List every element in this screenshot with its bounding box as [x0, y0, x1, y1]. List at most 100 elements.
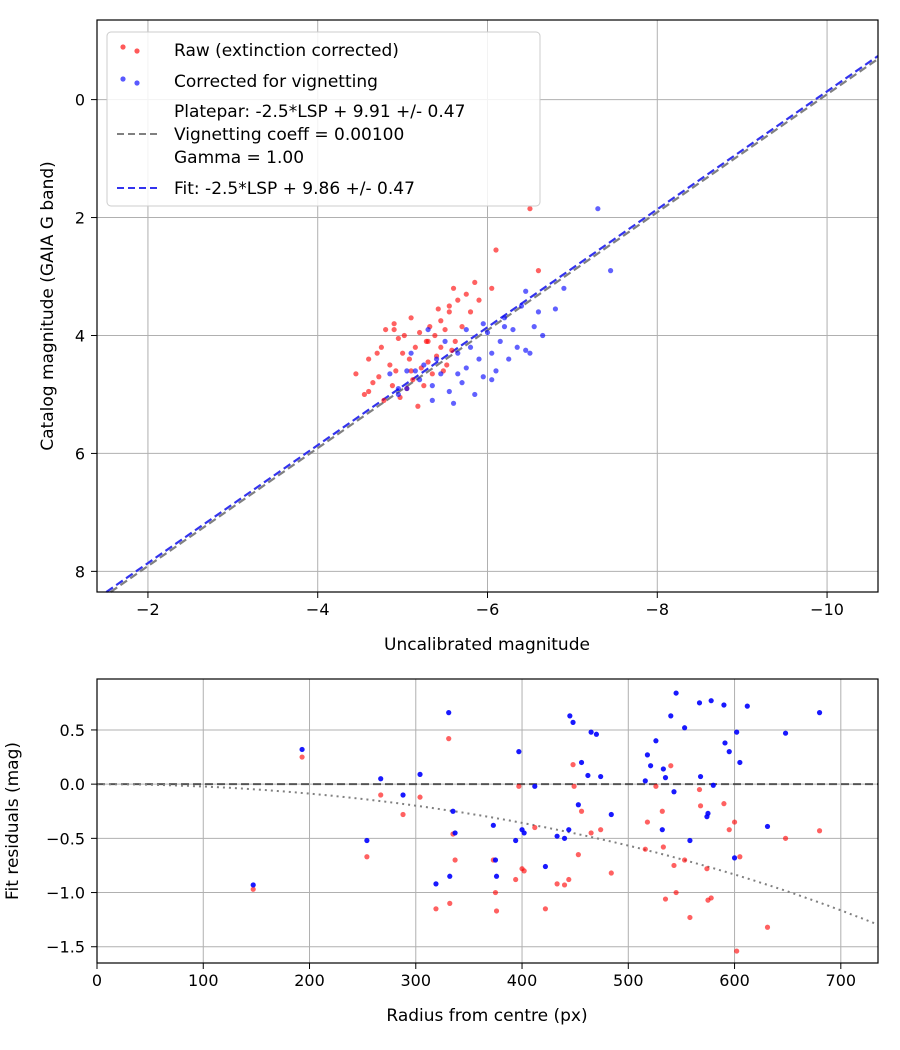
corrected-residual-point: [417, 771, 423, 777]
raw-residual-point: [726, 827, 732, 833]
corrected-residual-point: [299, 746, 305, 753]
corrected-residual-point: [642, 778, 648, 784]
corrected-residual-point: [705, 810, 711, 817]
raw-point: [425, 359, 431, 365]
y-tick-label: −0.5: [46, 829, 85, 848]
y-tick-label: 6: [75, 444, 85, 463]
corrected-residual-point: [734, 729, 740, 735]
x-tick-label: 200: [294, 971, 325, 990]
raw-point: [432, 332, 438, 339]
raw-point: [444, 362, 450, 368]
corrected-point: [497, 338, 503, 344]
raw-point: [446, 303, 452, 309]
raw-residual-point: [578, 808, 585, 814]
corrected-point: [501, 324, 508, 330]
corrected-point: [607, 268, 614, 274]
corrected-point: [489, 377, 495, 383]
corrected-point: [416, 377, 423, 383]
corrected-residual-point: [668, 713, 674, 719]
raw-residual-point: [734, 948, 740, 954]
raw-residual-point: [682, 857, 688, 863]
corrected-residual-point: [588, 729, 594, 735]
corrected-residual-point: [644, 752, 651, 758]
corrected-point: [446, 388, 452, 395]
y-tick-label: 0.0: [60, 775, 85, 794]
corrected-point: [455, 371, 461, 377]
x-tick-label: 700: [826, 971, 857, 990]
raw-residual-point: [673, 889, 679, 896]
corrected-point: [501, 315, 508, 321]
corrected-point: [404, 368, 410, 374]
raw-point: [416, 329, 423, 336]
raw-residual-point: [668, 763, 674, 769]
raw-point: [370, 380, 376, 386]
corrected-residual-point: [737, 759, 743, 766]
raw-point: [429, 371, 435, 377]
raw-point: [452, 338, 458, 344]
top-fit-lines: [105, 55, 879, 593]
raw-point: [421, 383, 427, 389]
corrected-point: [463, 365, 469, 371]
raw-point: [527, 206, 533, 212]
corrected-point: [518, 303, 525, 309]
x-tick-label: −8: [645, 600, 669, 619]
raw-point: [401, 332, 407, 339]
corrected-residual-point: [660, 766, 666, 772]
raw-residual-point: [731, 819, 738, 825]
corrected-point: [395, 391, 401, 398]
corrected-point: [450, 400, 457, 406]
corrected-residual-point: [744, 703, 750, 709]
raw-residual-point: [417, 794, 423, 800]
raw-residual-point: [299, 754, 305, 760]
x-tick-label: 300: [401, 971, 432, 990]
raw-point: [438, 318, 444, 324]
raw-point: [393, 368, 399, 374]
corrected-residual-point: [653, 738, 659, 744]
corrected-point: [531, 324, 537, 330]
top-scatter-points: [353, 206, 614, 409]
corrected-residual-point: [585, 772, 591, 779]
raw-residual-point: [378, 792, 384, 798]
corrected-point: [395, 385, 401, 392]
y-tick-label: −1.0: [46, 884, 85, 903]
corrected-residual-point: [450, 808, 456, 814]
corrected-residual-point: [364, 837, 370, 844]
vignetting-curve: [96, 783, 879, 926]
corrected-residual-point: [659, 827, 665, 833]
raw-residual-point: [642, 846, 648, 852]
raw-residual-point: [659, 808, 665, 814]
raw-point: [389, 383, 396, 389]
corrected-point: [480, 321, 486, 327]
raw-point: [378, 344, 384, 350]
x-tick-label: 600: [719, 971, 750, 990]
raw-residual-point: [816, 828, 823, 834]
raw-residual-point: [662, 896, 669, 902]
raw-residual-point: [516, 783, 522, 789]
raw-point: [535, 268, 542, 274]
raw-residual-point: [571, 783, 577, 789]
raw-point: [395, 335, 401, 342]
corrected-residual-point: [764, 823, 771, 830]
corrected-point: [527, 350, 533, 356]
corrected-point: [514, 344, 520, 350]
raw-residual-point: [513, 876, 519, 883]
raw-residual-point: [704, 866, 710, 872]
corrected-residual-point: [554, 833, 560, 839]
legend-corrected-marker: [134, 80, 140, 86]
raw-point: [400, 350, 406, 356]
raw-residual-point: [782, 835, 789, 841]
raw-point: [463, 291, 469, 297]
legend-raw-marker: [134, 48, 140, 54]
corrected-point: [523, 347, 529, 353]
y-tick-label: 2: [75, 209, 85, 228]
corrected-residual-point: [608, 811, 614, 818]
corrected-residual-point: [696, 700, 703, 706]
corrected-residual-point: [593, 731, 600, 737]
raw-point: [391, 326, 397, 333]
corrected-point: [433, 356, 440, 362]
x-tick-label: 100: [188, 971, 219, 990]
fit-line: [105, 55, 879, 593]
corrected-point: [412, 368, 418, 374]
raw-point: [450, 285, 457, 291]
legend: Raw (extinction corrected) Corrected for…: [106, 31, 541, 207]
